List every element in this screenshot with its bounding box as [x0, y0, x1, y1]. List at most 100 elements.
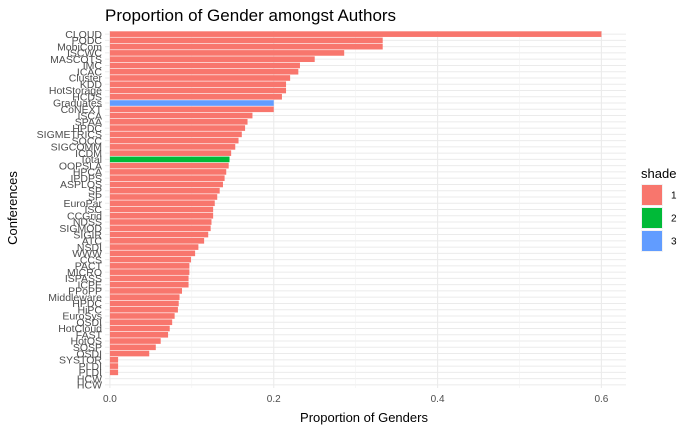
y-tick-label: ICDM: [75, 148, 102, 160]
y-tick-label: Cluster: [69, 73, 103, 85]
y-tick-label: HPCA: [73, 167, 102, 179]
y-tick-label: SP: [88, 185, 102, 197]
bar: [109, 106, 274, 113]
y-tick-label: SIGIR: [73, 229, 102, 241]
bar: [109, 275, 189, 282]
y-tick-label: OSDI: [76, 348, 102, 360]
legend-label: 1: [671, 191, 677, 202]
bar: [109, 93, 282, 100]
legend-label: 2: [671, 214, 677, 225]
bar: [109, 219, 212, 225]
y-tick-label: ATC: [82, 236, 103, 248]
bar: [109, 319, 173, 326]
bar: [109, 356, 119, 363]
legend-swatch: [642, 231, 662, 251]
y-tick-label: EuroPar: [63, 198, 102, 210]
bar: [109, 263, 190, 269]
y-tick-label: HCW: [77, 373, 102, 385]
y-tick-label: KDD: [80, 79, 103, 91]
bar: [109, 112, 253, 119]
y-tick-label: SIGCOMM: [51, 142, 102, 154]
bar: [109, 237, 205, 244]
bar: [109, 37, 383, 44]
bar: [109, 206, 214, 213]
y-tick-label: HotStorage: [49, 85, 102, 97]
bar: [109, 187, 220, 194]
bar: [109, 313, 175, 319]
y-tick-label: SOSP: [73, 342, 102, 354]
y-tick-label: HPDC: [72, 298, 102, 310]
legend-swatch: [642, 208, 662, 228]
y-tick-label: HCW: [77, 380, 102, 392]
y-tick-label: CCS: [80, 254, 102, 266]
bar: [109, 31, 602, 37]
bar: [109, 369, 119, 376]
bar: [109, 212, 214, 219]
y-tick-label: MASCOTS: [50, 54, 102, 66]
bar: [109, 244, 199, 250]
bar: [109, 225, 211, 232]
y-tick-label: MobiCom: [57, 41, 102, 53]
bar: [109, 137, 239, 144]
y-tick-label: CoNEXT: [61, 104, 103, 116]
legend-label: 3: [671, 237, 677, 248]
y-tick-label: FAST: [76, 329, 103, 341]
x-tick-label: 0.2: [267, 394, 281, 405]
bar: [109, 363, 119, 369]
x-tick-label: 0.6: [594, 394, 608, 405]
x-axis-title: Proportion of Genders: [300, 410, 428, 425]
bar: [109, 43, 383, 50]
bar: [109, 68, 299, 75]
y-tick-label: ASPLOS: [60, 179, 102, 191]
bar: [109, 306, 178, 313]
y-tick-label: IMC: [83, 60, 103, 72]
y-axis-title: Conferences: [5, 171, 20, 245]
bar: [109, 150, 232, 156]
bar: [109, 156, 230, 163]
bar: [109, 175, 225, 182]
bar: [109, 350, 150, 357]
y-tick-label: OOPSLA: [59, 160, 102, 172]
y-tick-label: ISCA: [77, 110, 102, 122]
y-tick-label: ICAC: [77, 66, 103, 78]
bar: [109, 331, 169, 338]
bar: [109, 294, 180, 301]
bar: [109, 162, 229, 169]
y-tick-label: IPDPS: [70, 173, 102, 185]
y-tick-label: NSDI: [77, 242, 102, 254]
bar: [109, 131, 242, 138]
bar: [109, 50, 345, 56]
y-tick-label: EuroSys: [62, 311, 102, 323]
bar: [109, 256, 192, 263]
bar: [109, 325, 170, 332]
bar: [109, 200, 215, 207]
x-tick-label: 0.4: [431, 394, 445, 405]
bar: [109, 87, 287, 94]
bar: [109, 194, 218, 200]
y-tick-label: ICPE: [77, 279, 102, 291]
y-tick-label: Middleware: [48, 292, 102, 304]
y-tick-label: ISPASS: [65, 273, 102, 285]
y-tick-label: OSDI: [76, 317, 102, 329]
y-tick-label: CLOUD: [65, 29, 102, 41]
bar: [109, 250, 196, 257]
bar: [109, 144, 236, 150]
bar: [109, 169, 227, 175]
bar: [109, 118, 248, 125]
y-tick-label: CCGrid: [67, 210, 102, 222]
y-tick-label: HotCloud: [58, 323, 102, 335]
bar: [109, 344, 156, 351]
bar: [109, 338, 161, 344]
plot-panel: 0.0 0.2 0.4 0.6 CLOUDPODCMobiComISCWCMASCOTS…: [37, 29, 626, 405]
bar: [109, 62, 300, 69]
y-tick-label: PLDI: [79, 367, 102, 379]
y-tick-label: HiPC: [77, 304, 102, 316]
bar: [109, 281, 189, 288]
bar: [109, 231, 209, 238]
y-tick-label: PPoPP: [68, 286, 102, 298]
y-tick-label: MICRO: [67, 267, 102, 279]
y-tick-label: SP: [88, 192, 102, 204]
y-tick-label: PACT: [75, 261, 103, 273]
y-tick-label: SIGMOD: [59, 223, 102, 235]
y-tick-label: SIGMETRICS: [37, 129, 102, 141]
